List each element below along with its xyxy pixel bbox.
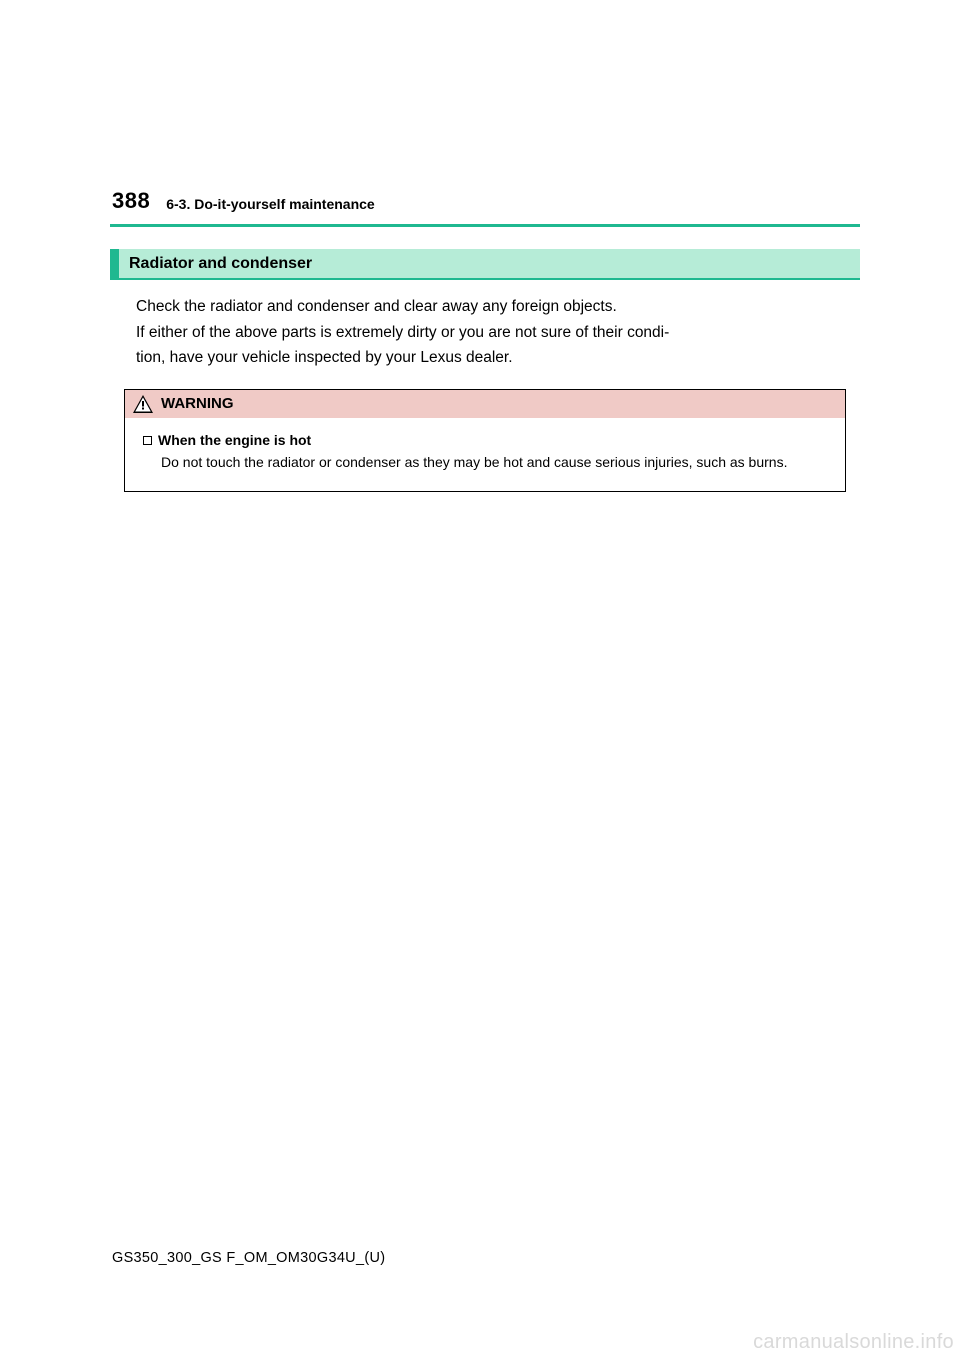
- section-heading: Radiator and condenser: [110, 249, 860, 280]
- warning-subhead: When the engine is hot: [143, 432, 827, 448]
- section-body: Check the radiator and condenser and cle…: [136, 294, 846, 371]
- body-line: Check the radiator and condenser and cle…: [136, 294, 846, 320]
- warning-box: WARNING When the engine is hot Do not to…: [124, 389, 846, 492]
- warning-triangle-icon: [133, 395, 153, 413]
- section-breadcrumb: 6-3. Do-it-yourself maintenance: [166, 196, 375, 214]
- body-line: If either of the above parts is extremel…: [136, 320, 846, 346]
- header-divider: [110, 224, 860, 227]
- body-line: tion, have your vehicle inspected by you…: [136, 345, 846, 371]
- page-number: 388: [112, 188, 150, 214]
- page-header: 388 6-3. Do-it-yourself maintenance: [110, 178, 860, 218]
- watermark-bottom: carmanualsonline.info: [753, 1331, 954, 1354]
- manual-page: 388 6-3. Do-it-yourself maintenance Radi…: [110, 178, 860, 1288]
- square-bullet-icon: [143, 436, 152, 445]
- warning-subhead-text: When the engine is hot: [158, 432, 311, 448]
- warning-header: WARNING: [125, 390, 845, 418]
- warning-body: When the engine is hot Do not touch the …: [125, 418, 845, 491]
- warning-label: WARNING: [161, 395, 234, 412]
- document-code: GS350_300_GS F_OM_OM30G34U_(U): [112, 1250, 385, 1266]
- warning-text: Do not touch the radiator or condenser a…: [161, 452, 827, 473]
